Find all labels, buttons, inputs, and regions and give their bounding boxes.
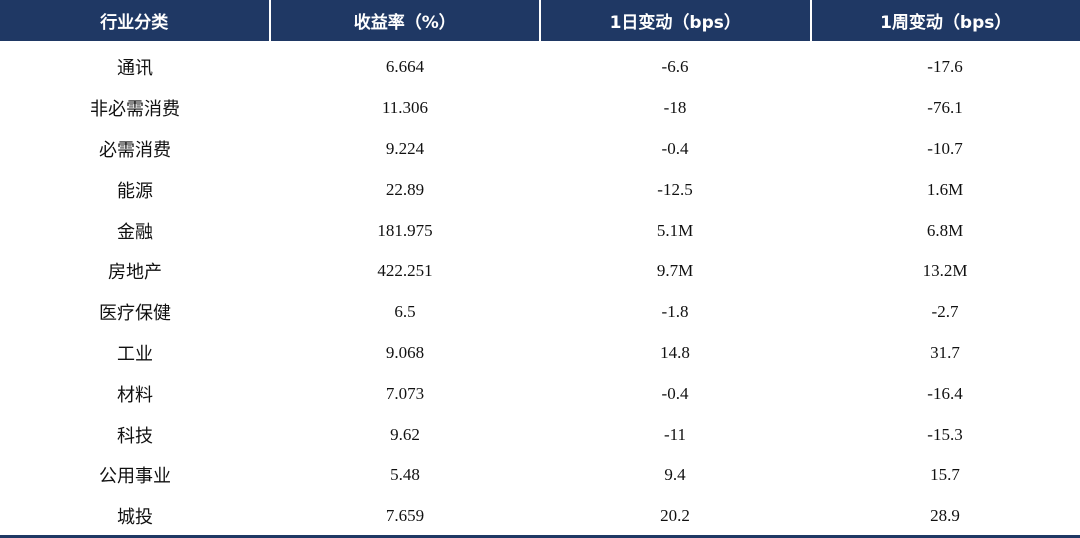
table-row: 必需消费 9.224 -0.4 -10.7 bbox=[0, 129, 1080, 170]
value-cell: -11 bbox=[663, 424, 687, 444]
value-cell: 31.7 bbox=[930, 342, 960, 362]
header-cell: 1周变动（bps） bbox=[811, 0, 1080, 41]
header-cell: 1日变动（bps） bbox=[541, 0, 812, 41]
value-cell: -76.1 bbox=[927, 98, 963, 118]
value-cell: 13.2M bbox=[922, 261, 968, 281]
value-cell: 9.4 bbox=[664, 465, 686, 485]
value-cell: 15.7 bbox=[930, 465, 960, 485]
category-cell: 房地产 bbox=[108, 262, 162, 284]
table-row: 材料 7.073 -0.4 -16.4 bbox=[0, 373, 1080, 414]
category-cell: 非必需消费 bbox=[90, 99, 180, 121]
category-cell: 必需消费 bbox=[99, 139, 171, 161]
value-cell: 6.5 bbox=[394, 302, 416, 322]
table-row: 城投 7.659 20.2 28.9 bbox=[0, 496, 1080, 537]
value-cell: 5.48 bbox=[390, 465, 420, 485]
value-cell: 11.306 bbox=[381, 98, 429, 118]
table-row: 工业 9.068 14.8 31.7 bbox=[0, 333, 1080, 374]
header-cell: 收益率（%） bbox=[270, 0, 541, 41]
value-cell: 9.62 bbox=[390, 424, 420, 444]
category-cell: 材料 bbox=[117, 384, 153, 406]
value-cell: 9.068 bbox=[385, 342, 425, 362]
table-row: 能源 22.89 -12.5 1.6M bbox=[0, 169, 1080, 210]
value-cell: -12.5 bbox=[657, 179, 693, 199]
value-cell: 422.251 bbox=[377, 261, 433, 281]
value-cell: 22.89 bbox=[385, 179, 425, 199]
table-row: 房地产 422.251 9.7M 13.2M bbox=[0, 251, 1080, 292]
table-row: 金融 181.975 5.1M 6.8M bbox=[0, 210, 1080, 251]
category-cell: 通讯 bbox=[117, 58, 153, 80]
value-cell: -2.7 bbox=[931, 302, 959, 322]
table-row: 公用事业 5.48 9.4 15.7 bbox=[0, 455, 1080, 496]
value-cell: -10.7 bbox=[927, 138, 963, 158]
table-row: 科技 9.62 -11 -15.3 bbox=[0, 414, 1080, 455]
value-cell: -15.3 bbox=[927, 424, 963, 444]
value-cell: 9.224 bbox=[385, 138, 425, 158]
category-cell: 能源 bbox=[117, 180, 153, 202]
value-cell: 181.975 bbox=[377, 220, 433, 240]
value-cell: -6.6 bbox=[661, 57, 689, 77]
category-cell: 城投 bbox=[117, 507, 153, 529]
bottom-rule bbox=[0, 535, 1080, 538]
value-cell: 1.6M bbox=[926, 179, 964, 199]
value-cell: 28.9 bbox=[930, 506, 960, 526]
category-cell: 金融 bbox=[117, 221, 153, 243]
value-cell: 14.8 bbox=[660, 342, 690, 362]
value-cell: 20.2 bbox=[660, 506, 690, 526]
value-cell: 9.7M bbox=[656, 261, 694, 281]
category-cell: 公用事业 bbox=[99, 466, 171, 488]
category-cell: 科技 bbox=[117, 425, 153, 447]
value-cell: 7.073 bbox=[385, 383, 425, 403]
table-row: 医疗保健 6.5 -1.8 -2.7 bbox=[0, 292, 1080, 333]
table-row: 通讯 6.664 -6.6 -17.6 bbox=[0, 47, 1080, 88]
value-cell: -17.6 bbox=[927, 57, 963, 77]
value-cell: -0.4 bbox=[661, 383, 689, 403]
value-cell: -1.8 bbox=[661, 302, 689, 322]
table-body: 通讯 6.664 -6.6 -17.6 非必需消费 11.306 -18 -76.1 必需消费 9… bbox=[0, 47, 1080, 537]
category-cell: 工业 bbox=[117, 343, 153, 365]
value-cell: 6.664 bbox=[385, 57, 425, 77]
value-cell: -0.4 bbox=[661, 138, 689, 158]
value-cell: -18 bbox=[663, 98, 687, 118]
table-header: 行业分类 收益率（%） 1日变动（bps） 1周变动（bps） bbox=[0, 0, 1080, 41]
value-cell: 6.8M bbox=[926, 220, 964, 240]
header-cell: 行业分类 bbox=[0, 0, 271, 41]
category-cell: 医疗保健 bbox=[99, 303, 171, 325]
value-cell: 5.1M bbox=[656, 220, 694, 240]
table-row: 非必需消费 11.306 -18 -76.1 bbox=[0, 88, 1080, 129]
value-cell: -16.4 bbox=[927, 383, 963, 403]
value-cell: 7.659 bbox=[385, 506, 425, 526]
